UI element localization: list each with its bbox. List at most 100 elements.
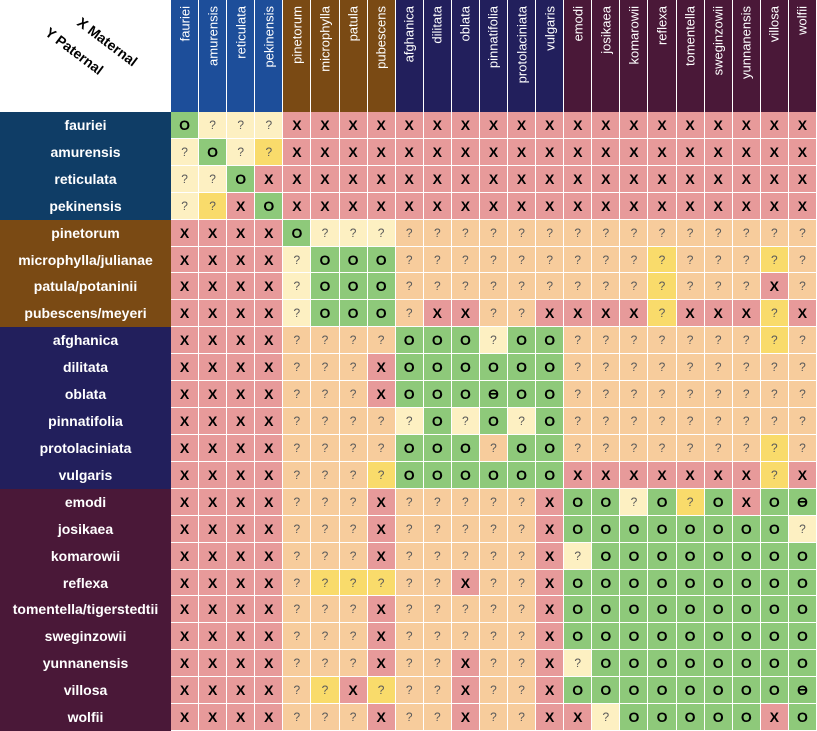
cell-josikaea-x-patula: ? [339, 515, 368, 543]
cell-afghanica-x-fauriei: X [171, 327, 200, 355]
cell-sweginzowii-x-sweginzowii: O [704, 623, 733, 651]
row-header-tomentella-tigerstedtii: tomentella/tigerstedtii [0, 596, 171, 624]
row-header-sweginzowii: sweginzowii [0, 623, 171, 651]
cell-sweginzowii-x-protolaciniata: ? [508, 623, 537, 651]
column-header-dilitata: dilitata [423, 0, 452, 112]
row-header-pubescens-meyeri: pubescens/meyeri [0, 300, 171, 328]
cell-reflexa-x-josikaea: O [592, 569, 621, 597]
cell-pubescens-meyeri-x-wolfii: X [788, 300, 817, 328]
cell-fauriei-x-pubescens: X [367, 112, 396, 139]
cell-sweginzowii-x-microphylla: ? [311, 623, 340, 651]
cell-komarowii-x-komarowii: O [620, 542, 649, 570]
cell-emodi-x-reticulata: X [227, 488, 256, 516]
cell-dilitata-x-oblata: O [451, 354, 480, 382]
cell-komarowii-x-yunnanensis: O [732, 542, 761, 570]
cell-yunnanensis-x-sweginzowii: O [704, 650, 733, 678]
cell-sweginzowii-x-wolfii: O [788, 623, 817, 651]
cell-fauriei-x-josikaea: X [592, 112, 621, 139]
cell-pinetorum-x-fauriei: X [171, 219, 200, 247]
cell-afghanica-x-pinnatifolia: ? [479, 327, 509, 355]
cell-josikaea-x-amurensis: X [199, 515, 228, 543]
cell-reticulata-x-microphylla: X [311, 165, 340, 193]
cell-komarowii-x-reflexa: O [648, 542, 677, 570]
cell-pubescens-meyeri-x-sweginzowii: X [704, 300, 733, 328]
cell-reticulata-x-amurensis: ? [199, 165, 228, 193]
cell-amurensis-x-pekinensis: ? [255, 138, 284, 166]
cell-pinetorum-x-reticulata: X [227, 219, 256, 247]
row-header-afghanica: afghanica [0, 327, 171, 355]
cell-amurensis-x-reticulata: ? [227, 138, 256, 166]
cell-patula-potaninii-x-fauriei: X [171, 273, 200, 301]
cell-vulgaris-x-protolaciniata: O [508, 461, 537, 489]
cell-sweginzowii-x-pubescens: X [367, 623, 396, 651]
column-label: komarowii [626, 6, 642, 65]
cell-pubescens-meyeri-x-pinetorum: ? [283, 300, 312, 328]
cell-sweginzowii-x-afghanica: ? [395, 623, 424, 651]
row-header-amurensis: amurensis [0, 138, 171, 166]
cell-pinnatifolia-x-wolfii: ? [788, 408, 817, 435]
cell-tomentella-tigerstedtii-x-reticulata: X [227, 596, 256, 624]
row-header-wolfii: wolfii [0, 704, 171, 731]
cell-microphylla-julianae-x-pubescens: O [367, 246, 396, 274]
cell-afghanica-x-wolfii: ? [788, 327, 817, 355]
cell-tomentella-tigerstedtii-x-pubescens: X [367, 596, 396, 624]
cell-oblata-x-sweginzowii: ? [704, 381, 733, 409]
cell-fauriei-x-fauriei: O [171, 112, 200, 139]
cell-sweginzowii-x-fauriei: X [171, 623, 200, 651]
cell-komarowii-x-pinnatifolia: ? [479, 542, 509, 570]
cell-reflexa-x-fauriei: X [171, 569, 200, 597]
cell-patula-potaninii-x-yunnanensis: ? [732, 273, 761, 301]
cell-emodi-x-wolfii: ϴ [788, 488, 817, 516]
column-header-josikaea: josikaea [592, 0, 621, 112]
cell-oblata-x-josikaea: ? [592, 381, 621, 409]
cell-pinnatifolia-x-pinetorum: ? [283, 408, 312, 435]
cell-wolfii-x-pinetorum: ? [283, 704, 312, 731]
cell-pinetorum-x-pubescens: ? [367, 219, 396, 247]
cell-yunnanensis-x-wolfii: O [788, 650, 817, 678]
cell-wolfii-x-emodi: X [564, 704, 593, 731]
row-header-komarowii: komarowii [0, 542, 171, 570]
cell-pinetorum-x-patula: ? [339, 219, 368, 247]
cell-sweginzowii-x-komarowii: O [620, 623, 649, 651]
cell-dilitata-x-pinetorum: ? [283, 354, 312, 382]
cell-villosa-x-josikaea: O [592, 677, 621, 705]
column-header-protolaciniata: protolaciniata [508, 0, 537, 112]
cell-oblata-x-pinetorum: ? [283, 381, 312, 409]
cell-pinetorum-x-komarowii: ? [620, 219, 649, 247]
cell-amurensis-x-afghanica: X [395, 138, 424, 166]
cell-villosa-x-vulgaris: X [536, 677, 565, 705]
row-header-yunnanensis: yunnanensis [0, 650, 171, 678]
cell-pekinensis-x-patula: X [339, 192, 368, 220]
cell-vulgaris-x-villosa: ? [760, 461, 789, 489]
cell-amurensis-x-oblata: X [451, 138, 480, 166]
cell-komarowii-x-dilitata: ? [423, 542, 452, 570]
cell-afghanica-x-emodi: ? [564, 327, 593, 355]
corner-header: X Maternal Y Paternal [0, 0, 171, 112]
cell-pinetorum-x-reflexa: ? [648, 219, 677, 247]
cell-komarowii-x-tomentella: O [676, 542, 705, 570]
cell-protolaciniata-x-sweginzowii: ? [704, 434, 733, 462]
cell-emodi-x-komarowii: ? [620, 488, 649, 516]
column-header-afghanica: afghanica [395, 0, 424, 112]
cell-yunnanensis-x-amurensis: X [199, 650, 228, 678]
cell-villosa-x-komarowii: O [620, 677, 649, 705]
cell-pubescens-meyeri-x-pekinensis: X [255, 300, 284, 328]
column-header-fauriei: fauriei [171, 0, 200, 112]
cell-protolaciniata-x-amurensis: X [199, 434, 228, 462]
cell-tomentella-tigerstedtii-x-pinetorum: ? [283, 596, 312, 624]
cell-komarowii-x-afghanica: ? [395, 542, 424, 570]
column-label: reflexa [654, 6, 670, 46]
cell-pekinensis-x-reflexa: X [648, 192, 677, 220]
cell-pekinensis-x-emodi: X [564, 192, 593, 220]
cell-emodi-x-pinnatifolia: ? [479, 488, 509, 516]
cell-pekinensis-x-afghanica: X [395, 192, 424, 220]
column-header-pinetorum: pinetorum [283, 0, 312, 112]
cell-oblata-x-emodi: ? [564, 381, 593, 409]
cell-amurensis-x-reflexa: X [648, 138, 677, 166]
cell-reticulata-x-pubescens: X [367, 165, 396, 193]
cell-amurensis-x-pinnatifolia: X [479, 138, 509, 166]
cell-emodi-x-tomentella: ? [676, 488, 705, 516]
cell-reticulata-x-tomentella: X [676, 165, 705, 193]
cell-amurensis-x-sweginzowii: X [704, 138, 733, 166]
